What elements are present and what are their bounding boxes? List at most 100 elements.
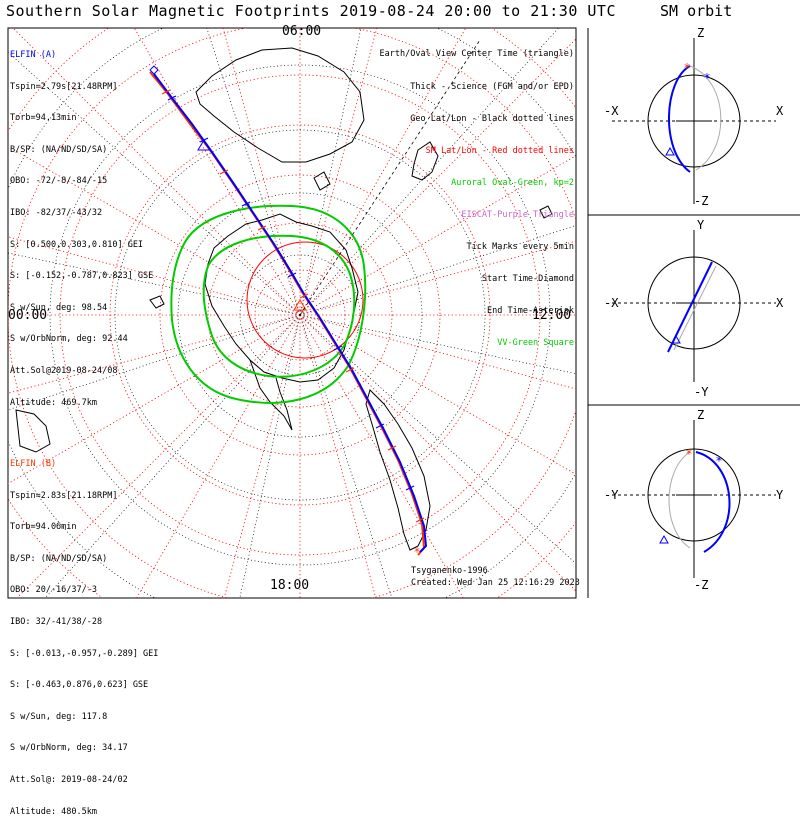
panel2-bottom-label: -Y [694,385,709,399]
elfin-a-view-triangle [197,139,211,151]
geo-lon-line [8,252,301,316]
elfin-a-line: S w/OrbNorm, deg: 92.44 [10,334,128,345]
elfin-b-info: ELFIN (B) Tspin=2.83s[21.18RPM] Torb=94.… [10,438,158,828]
elfin-b-tick [415,517,425,523]
legend-item: Auroral Oval-Green, kp=2 [451,177,574,188]
elfin-b-line: IBO: 32/-41/38/-28 [10,616,103,627]
panel2-top-label: Y [697,218,705,232]
geo-lon-line [299,28,559,316]
legend-item: Tick Marks every 5min [466,241,574,252]
elfin-b-tick [345,367,355,373]
geo-lon-line [206,28,301,316]
elfin-a-tick [287,272,297,278]
coastline-new-zealand [411,141,439,181]
panel3-bottom-label: -Z [694,578,709,592]
elfin-a-label: ELFIN (A) [10,50,57,60]
panel1-left-label: -X [604,104,619,118]
hour-label-top: 06:00 [282,24,322,39]
coastline-australia [195,47,365,163]
geo-lon-line [299,314,393,598]
legend-item: Start Time-Diamond [481,274,574,285]
auroral-oval-inner [202,234,356,378]
sm-lon-line [223,314,301,598]
geo-lon-line [299,314,576,564]
elfin-a-line: S: [0.500,0.303,0.810] GEI [10,239,144,250]
elfin-b-end-asterisk: * [414,545,420,559]
panel2-left-label: -X [604,296,619,310]
elfin-b-line: S: [-0.463,0.876,0.623] GSE [10,680,149,691]
geo-lon-line [8,51,301,316]
elfin-a-tick [241,201,251,207]
panel1-right-label: X [776,104,784,118]
elfin-a-tick [167,95,177,101]
coastline-south-america [365,389,431,551]
elfin-a-line: B/SP: (NA/ND/SD/SA) [10,144,108,155]
elfin-b-line: Altitude: 480.5km [10,806,97,817]
elfin-a-orbit-yz [695,451,731,553]
panel2-right-label: X [776,296,784,310]
geo-lat-circle [49,64,551,566]
coastlines [15,47,553,551]
elfin-a-line: Altitude: 469.7km [10,397,97,408]
geo-lon-line [44,314,301,598]
elfin-b-line: Tspin=2.83s[21.18RPM] [10,490,118,501]
elfin-a-end-asterisk-xz: * [704,71,710,85]
elfin-a-line: Torb=94.13min [10,113,77,124]
coastline-tasmania [313,171,331,191]
elfin-a-info: ELFIN (A) Tspin=2.79s[21.48RPM] Torb=94.… [10,29,153,419]
sm-orbit-title: SM orbit [660,2,733,20]
legend-item: Earth/Oval View Center Time (triangle) [379,49,574,60]
legend-item: SM Lat/Lon - Red dotted lines [425,145,574,156]
elfin-b-tick [257,225,267,231]
elfin-b-tick-marks [161,89,425,523]
page-title: Southern Solar Magnetic Footprints 2019-… [6,2,616,20]
sm-panel-yz: * * [612,420,776,578]
elfin-b-orbit-xy [673,265,717,351]
elfin-b-line: B/SP: (NA/ND/SD/SA) [10,553,108,564]
elfin-b-tick [161,89,171,95]
legend-item: Geo Lat/Lon - Black dotted lines [410,113,574,124]
panel1-top-label: Z [697,26,705,40]
view-direction-line [299,39,481,316]
elfin-b-view-triangle [293,299,307,311]
legend: Earth/Oval View Center Time (triangle) T… [380,28,574,360]
elfin-a-line: S w/Sun, deg: 98.54 [10,302,108,313]
elfin-b-line: Torb=94.06min [10,522,77,533]
coastline-antarctic-peninsula [249,359,293,431]
hour-label-left: 00:00 [8,308,48,323]
elfin-a-tick [405,485,415,491]
coastline-islands [149,205,553,309]
elfin-b-line: S w/Sun, deg: 117.8 [10,711,108,722]
geo-lon-line [8,314,301,411]
elfin-b-tick [219,169,229,175]
created-timestamp: Created: Wed Jan 25 12:16:29 2023 [411,578,580,588]
sm-lat-circle [109,124,491,506]
elfin-b-orbit-yz [668,451,691,549]
elfin-a-view-triangle-xz [665,146,675,156]
elfin-a-start-diamond [149,65,159,75]
elfin-b-end-asterisk-xz: * [684,61,690,75]
geo-lat-circle [239,254,361,376]
geo-lon-lines [8,28,576,598]
elfin-a-tick-marks [167,95,415,491]
sm-panel-xy [612,230,776,382]
sm-lat-circle [207,222,393,408]
elfin-a-tick [375,423,385,429]
elfin-a-line: Tspin=2.79s[21.48RPM] [10,81,118,92]
legend-item: Thick - Science (FGM and/or EPD) [410,81,574,92]
elfin-b-line: S: [-0.013,-0.957,-0.289] GEI [10,648,159,659]
elfin-a-line: IBO: -82/37/-43/32 [10,207,103,218]
elfin-b-end-asterisk-yz: * [686,447,692,461]
elfin-a-orbit-xz [668,65,691,173]
coastline-antarctica [204,213,359,383]
geo-lon-line [239,314,301,598]
geo-lat-circle [177,192,423,438]
sm-lat-circle [159,174,441,456]
elfin-b-line: OBO: 20/-16/37/-3 [10,585,97,596]
elfin-a-end-asterisk-yz: * [716,454,722,468]
elfin-b-line: S w/OrbNorm, deg: 34.17 [10,743,128,754]
elfin-b-tick [299,293,309,299]
legend-item: VV-Green Square [497,338,574,349]
legend-item: End Time-Asterisk [487,306,574,317]
panel3-left-label: -Y [604,488,619,502]
